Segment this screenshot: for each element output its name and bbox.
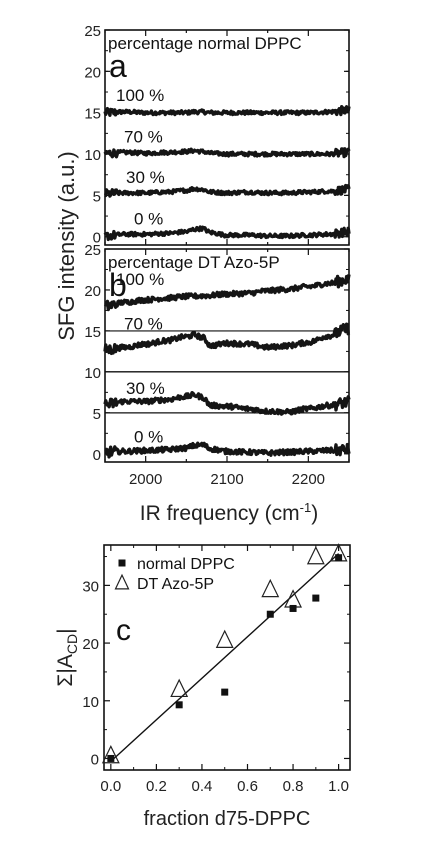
series-trace: [103, 274, 351, 312]
x-tick-label: 2000: [129, 471, 162, 488]
panel-letter: a: [109, 48, 127, 84]
x-tick-label: 2200: [292, 471, 325, 488]
y-axis-label: SFG intensity (a.u.): [54, 151, 79, 341]
series-label: 70 %: [124, 314, 163, 333]
shared-labels: SFG intensity (a.u.) IR frequency (cm-1): [54, 151, 318, 525]
y-tick-label: 25: [84, 23, 101, 40]
y-tick-label: 10: [84, 147, 101, 164]
series-label: 100 %: [116, 270, 164, 289]
data-point-square: [312, 594, 320, 602]
series-label: 30 %: [126, 379, 165, 398]
data-point-triangle: [284, 589, 303, 608]
panel-b: 0 5 10 15 20 25 2000 2100 2200 100 % 70 % 30 % 0 % pe…: [84, 242, 351, 488]
data-point-square: [289, 604, 297, 612]
data-point-triangle: [215, 629, 234, 648]
legend-label: DT Azo-5P: [137, 576, 214, 593]
series-label: 100 %: [116, 86, 164, 105]
y-tick-label: 0: [93, 447, 101, 464]
plot-frame: [103, 544, 351, 771]
y-tick-label: 15: [84, 324, 101, 341]
panel-a: 0 5 10 15 20 25 100 % 70 % 30 % 0 % percentage nor…: [84, 23, 351, 247]
series-trace: [104, 183, 351, 198]
panel-letter: b: [109, 267, 127, 303]
x-tick-label: 0.4: [192, 778, 213, 795]
data-point-triangle: [306, 545, 325, 565]
fit-line: [110, 553, 340, 762]
series-trace: [103, 322, 351, 356]
legend-marker-square: [118, 559, 126, 567]
x-tick-label: 0.2: [146, 778, 167, 795]
series-label: 70 %: [124, 127, 163, 146]
y-tick-label: 20: [84, 64, 101, 81]
y-tick-label: 20: [84, 283, 101, 300]
y-tick-label: 25: [84, 242, 101, 259]
data-point-triangle: [101, 745, 120, 764]
x-tick-label: 0.6: [237, 778, 258, 795]
y-tick-label: 0: [91, 751, 99, 768]
y-tick-label: 20: [82, 636, 99, 653]
series-trace: [103, 147, 351, 159]
series-label: 0 %: [134, 209, 163, 228]
panel-letter: c: [116, 614, 131, 647]
y-tick-label: 15: [84, 106, 101, 123]
panel-c: 0.0 0.2 0.4 0.6 0.8 1.0 0 10 20 30 normal DPPC DT A…: [54, 543, 351, 830]
series-trace: [103, 105, 351, 117]
legend-label: normal DPPC: [137, 556, 235, 573]
legend-marker-triangle: [114, 573, 130, 590]
data-point-square: [107, 754, 115, 762]
x-axis-label: fraction d75-DPPC: [144, 808, 311, 830]
legend-title: percentage DT Azo-5P: [108, 253, 280, 272]
series-trace: [104, 441, 351, 459]
x-tick-label: 0.8: [283, 778, 304, 795]
legend-title: percentage normal DPPC: [108, 34, 302, 53]
data-point-triangle: [261, 578, 280, 598]
y-tick-label: 5: [93, 188, 101, 205]
y-tick-label: 10: [82, 694, 99, 711]
series-trace: [103, 391, 351, 416]
data-point-triangle: [170, 678, 189, 698]
y-tick-label: 30: [82, 578, 99, 595]
series-label: 30 %: [126, 168, 165, 187]
data-point-square: [335, 554, 343, 562]
y-axis-label: Σ|ACD|: [54, 628, 80, 686]
data-point-square: [266, 610, 274, 618]
series-trace: [103, 225, 351, 242]
y-tick-label: 0: [93, 230, 101, 247]
data-point-square: [221, 688, 229, 696]
series-label: 0 %: [134, 427, 163, 446]
x-axis-label: IR frequency (cm-1): [140, 500, 318, 525]
y-tick-label: 5: [93, 406, 101, 423]
data-point-square: [175, 701, 183, 709]
x-tick-label: 2100: [210, 471, 243, 488]
y-tick-label: 10: [84, 365, 101, 382]
x-tick-label: 1.0: [328, 778, 349, 795]
x-tick-label: 0.0: [100, 778, 121, 795]
